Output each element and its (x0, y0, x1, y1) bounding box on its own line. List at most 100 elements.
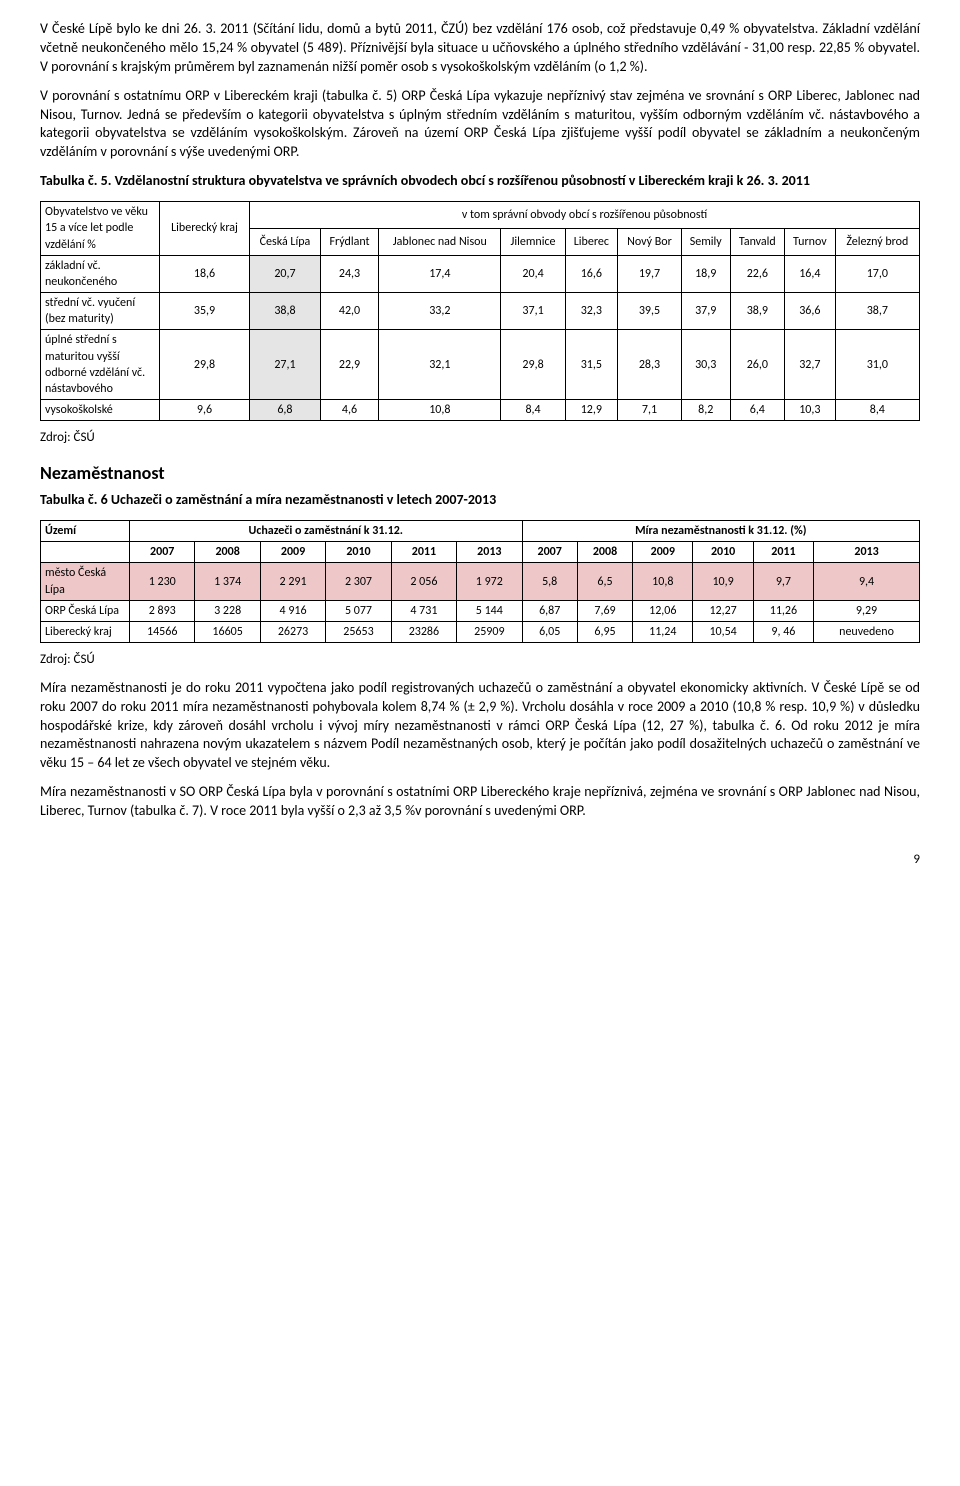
t5-cell: 20,7 (250, 255, 321, 292)
t6-blank (41, 542, 130, 563)
t6-year: 2010 (326, 542, 391, 563)
t5-cell: 28,3 (618, 330, 682, 400)
t5-cell: 32,7 (785, 330, 836, 400)
t5-cell: 12,9 (565, 400, 617, 421)
t5-cell: 17,4 (379, 255, 501, 292)
t5-col: Tanvald (730, 228, 784, 255)
t6-year: 2011 (753, 542, 813, 563)
t6-cell: 12,06 (633, 600, 693, 621)
t5-cell: 38,7 (835, 293, 919, 330)
table5: Obyvatelstvo ve věku 15 a více let podle… (40, 201, 920, 421)
t6-year: 2009 (260, 542, 325, 563)
t5-cell: 8,2 (681, 400, 730, 421)
t5-cell: 31,0 (835, 330, 919, 400)
t5-cell: 42,0 (320, 293, 378, 330)
t6-cell: 4 916 (260, 600, 325, 621)
t5-cell: 36,6 (785, 293, 836, 330)
t6-year: 2010 (693, 542, 753, 563)
t5-cell: 26,0 (730, 330, 784, 400)
t6-cell: 6,87 (522, 600, 577, 621)
t5-cell: 29,8 (501, 330, 565, 400)
paragraph-3: Míra nezaměstnanosti je do roku 2011 vyp… (40, 679, 920, 773)
t6-cell: 3 228 (195, 600, 260, 621)
t5-cell: 9,6 (160, 400, 250, 421)
t5-cell: 7,1 (618, 400, 682, 421)
t5-cell: 16,4 (785, 255, 836, 292)
table5-source: Zdroj: ČSÚ (40, 429, 920, 447)
t6-h-area: Území (41, 521, 130, 542)
table6-source: Zdroj: ČSÚ (40, 651, 920, 669)
t5-cell: 27,1 (250, 330, 321, 400)
t6-rowlabel: Liberecký kraj (41, 622, 130, 643)
t6-cell: 9, 46 (753, 622, 813, 643)
table5-title: Tabulka č. 5. Vzdělanostní struktura oby… (40, 172, 920, 191)
t6-cell: 10,54 (693, 622, 753, 643)
t6-cell: 9,7 (753, 563, 813, 600)
t6-cell: 12,27 (693, 600, 753, 621)
t5-cell: 18,6 (160, 255, 250, 292)
t5-cell: 20,4 (501, 255, 565, 292)
table6-title: Tabulka č. 6 Uchazeči o zaměstnání a mír… (40, 491, 920, 510)
t6-cell: 4 731 (391, 600, 456, 621)
section-heading: Nezaměstnanost (40, 461, 920, 485)
t6-cell: 10,8 (633, 563, 693, 600)
t5-cell: 8,4 (501, 400, 565, 421)
t5-cell: 33,2 (379, 293, 501, 330)
t5-cell: 24,3 (320, 255, 378, 292)
t6-cell: 2 291 (260, 563, 325, 600)
t6-rowlabel: město Česká Lípa (41, 563, 130, 600)
t6-cell: 2 893 (130, 600, 195, 621)
t6-cell: 7,69 (577, 600, 632, 621)
t6-cell: neuvedeno (814, 622, 920, 643)
t6-cell: 5 077 (326, 600, 391, 621)
t5-col: Semily (681, 228, 730, 255)
t6-h-left: Uchazeči o zaměstnání k 31.12. (130, 521, 523, 542)
t5-cell: 38,9 (730, 293, 784, 330)
t5-rowlabel: střední vč. vyučení (bez maturity) (41, 293, 160, 330)
t5-col: Nový Bor (618, 228, 682, 255)
t6-year: 2013 (457, 542, 522, 563)
t6-h-right: Míra nezaměstnanosti k 31.12. (%) (522, 521, 919, 542)
t5-rowlabel: základní vč. neukončeného (41, 255, 160, 292)
t6-cell: 6,95 (577, 622, 632, 643)
t6-cell: 25909 (457, 622, 522, 643)
t5-cell: 19,7 (618, 255, 682, 292)
t6-cell: 5,8 (522, 563, 577, 600)
t5-col-lk: Liberecký kraj (160, 202, 250, 256)
t5-spanhdr: v tom správní obvody obcí s rozšířenou p… (250, 202, 920, 229)
t6-cell: 2 056 (391, 563, 456, 600)
t5-col: Jilemnice (501, 228, 565, 255)
paragraph-2: V porovnání s ostatnímu ORP v Libereckém… (40, 87, 920, 163)
t5-cell: 22,6 (730, 255, 784, 292)
t5-cell: 16,6 (565, 255, 617, 292)
t6-year: 2008 (577, 542, 632, 563)
t5-rowlabel: vysokoškolské (41, 400, 160, 421)
t5-cell: 6,8 (250, 400, 321, 421)
t5-col: Jablonec nad Nisou (379, 228, 501, 255)
t5-rowhdr: Obyvatelstvo ve věku 15 a více let podle… (41, 202, 160, 256)
t5-cell: 32,1 (379, 330, 501, 400)
t5-col: Turnov (785, 228, 836, 255)
t6-cell: 16605 (195, 622, 260, 643)
t6-rowlabel: ORP Česká Lípa (41, 600, 130, 621)
page-number: 9 (40, 851, 920, 869)
t6-cell: 11,24 (633, 622, 693, 643)
t5-col: Železný brod (835, 228, 919, 255)
t6-cell: 14566 (130, 622, 195, 643)
t5-cell: 10,8 (379, 400, 501, 421)
t6-cell: 1 972 (457, 563, 522, 600)
t6-year: 2011 (391, 542, 456, 563)
t5-cell: 35,9 (160, 293, 250, 330)
table6: Území Uchazeči o zaměstnání k 31.12. Mír… (40, 520, 920, 643)
t5-cell: 22,9 (320, 330, 378, 400)
t5-col: Frýdlant (320, 228, 378, 255)
t5-cell: 10,3 (785, 400, 836, 421)
t6-year: 2008 (195, 542, 260, 563)
t5-cell: 30,3 (681, 330, 730, 400)
t6-cell: 26273 (260, 622, 325, 643)
t5-cell: 37,9 (681, 293, 730, 330)
t5-rowlabel: úplné střední s maturitou vyšší odborné … (41, 330, 160, 400)
t6-cell: 9,4 (814, 563, 920, 600)
t5-cell: 29,8 (160, 330, 250, 400)
t5-cell: 8,4 (835, 400, 919, 421)
